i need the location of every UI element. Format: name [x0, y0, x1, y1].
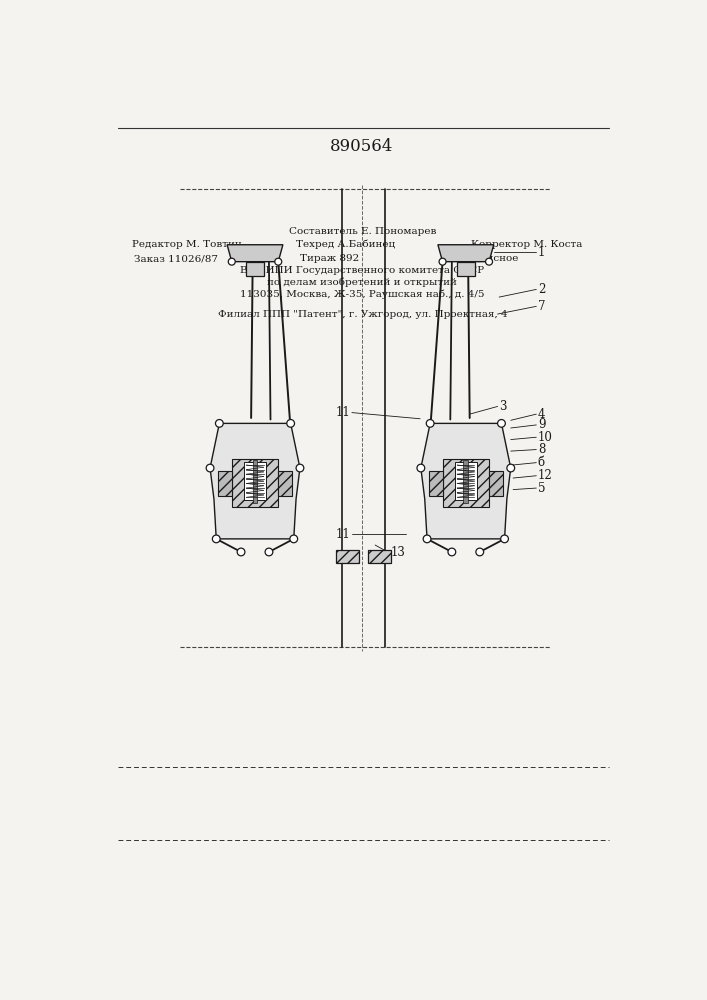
Text: Филиал ППП "Патент", г. Ужгород, ул. Проектная, 4: Филиал ППП "Патент", г. Ужгород, ул. Про… [218, 310, 507, 319]
Text: Редактор М. Товтин: Редактор М. Товтин [132, 240, 242, 249]
Text: 3: 3 [499, 400, 507, 413]
Circle shape [501, 535, 508, 543]
Bar [252, 460, 257, 503]
Text: Подписное: Подписное [458, 254, 518, 263]
Bar [457, 262, 475, 276]
Circle shape [290, 535, 298, 543]
Polygon shape [227, 245, 283, 262]
Bar [443, 459, 489, 507]
Text: 9: 9 [538, 418, 545, 431]
Text: 113035, Москва, Ж-35, Раушская наб., д. 4/5: 113035, Москва, Ж-35, Раушская наб., д. … [240, 289, 484, 299]
Text: 4: 4 [538, 408, 545, 421]
Bar [455, 462, 477, 500]
Bar [464, 460, 468, 503]
Bar [489, 471, 503, 496]
Circle shape [507, 464, 515, 472]
Circle shape [228, 258, 235, 265]
Circle shape [287, 420, 295, 427]
Circle shape [426, 420, 434, 427]
Text: 1: 1 [538, 246, 545, 259]
Bar [244, 462, 266, 500]
Text: Тираж 892: Тираж 892 [300, 254, 359, 263]
Text: по делам изобретений и открытий: по делам изобретений и открытий [267, 278, 457, 287]
Bar [232, 459, 279, 507]
Circle shape [265, 548, 273, 556]
Circle shape [237, 548, 245, 556]
Circle shape [296, 464, 304, 472]
Polygon shape [421, 423, 510, 539]
Polygon shape [438, 245, 493, 262]
Circle shape [439, 258, 446, 265]
Text: 8: 8 [538, 443, 545, 456]
Bar [246, 262, 264, 276]
Bar [218, 471, 232, 496]
Bar [368, 550, 392, 563]
Bar [428, 471, 443, 496]
Text: 12: 12 [538, 469, 553, 482]
Circle shape [423, 535, 431, 543]
Circle shape [212, 535, 220, 543]
Text: Составитель Е. Пономарев: Составитель Е. Пономарев [288, 227, 436, 236]
Text: 10: 10 [538, 431, 553, 444]
Circle shape [417, 464, 425, 472]
Text: 7: 7 [538, 300, 545, 313]
Text: ВНИИПИ Государственного комитета СССР: ВНИИПИ Государственного комитета СССР [240, 266, 484, 275]
Circle shape [216, 420, 223, 427]
Bar [336, 550, 359, 563]
Text: Техред А.Бабинец: Техред А.Бабинец [296, 240, 395, 249]
Text: 11: 11 [336, 528, 351, 541]
Text: 5: 5 [538, 482, 545, 495]
Text: Заказ 11026/87: Заказ 11026/87 [134, 254, 218, 263]
Circle shape [498, 420, 506, 427]
Polygon shape [210, 423, 300, 539]
Circle shape [476, 548, 484, 556]
Circle shape [486, 258, 493, 265]
Text: 890564: 890564 [330, 138, 394, 155]
Bar [279, 471, 292, 496]
Text: б: б [538, 456, 545, 469]
Text: 13: 13 [391, 546, 406, 559]
Text: 2: 2 [538, 283, 545, 296]
Text: 11: 11 [336, 406, 351, 419]
Text: Корректор М. Коста: Корректор М. Коста [471, 240, 583, 249]
Circle shape [275, 258, 281, 265]
Circle shape [448, 548, 456, 556]
Circle shape [206, 464, 214, 472]
